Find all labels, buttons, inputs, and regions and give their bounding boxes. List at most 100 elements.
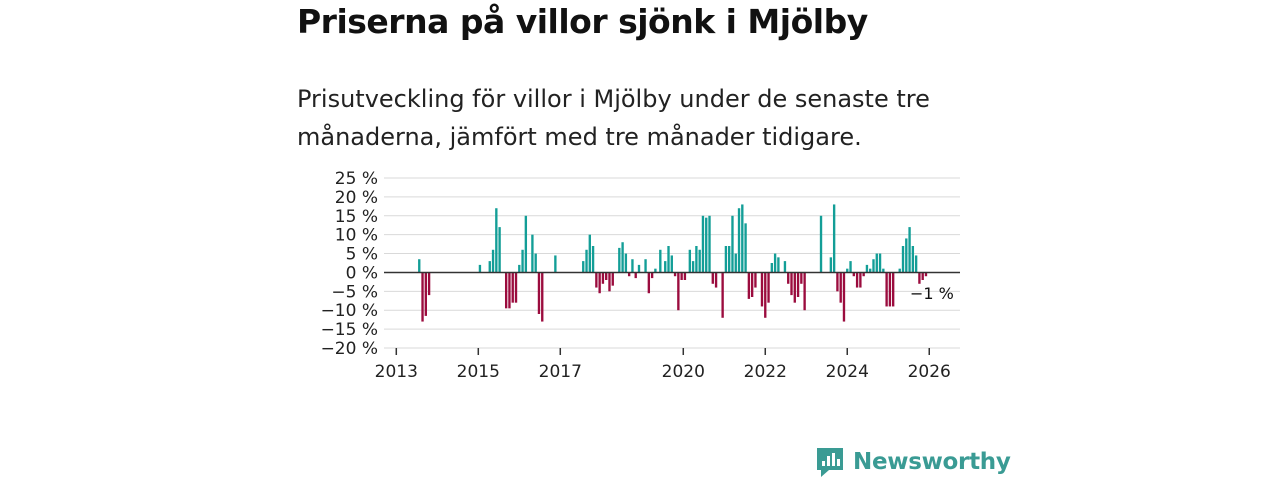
data-bar bbox=[521, 249, 524, 273]
x-tick-label: 2022 bbox=[744, 362, 787, 382]
data-bar bbox=[882, 268, 885, 273]
data-bar bbox=[654, 268, 657, 273]
data-bar bbox=[595, 272, 598, 288]
data-bar bbox=[554, 255, 557, 273]
data-bar bbox=[747, 272, 751, 299]
data-bar bbox=[418, 259, 421, 273]
data-bar bbox=[585, 249, 588, 273]
data-bar bbox=[624, 253, 628, 273]
data-bar bbox=[901, 246, 905, 273]
data-bar bbox=[744, 223, 747, 273]
data-bar bbox=[767, 272, 770, 303]
data-bar bbox=[650, 272, 654, 279]
data-bar bbox=[701, 215, 705, 273]
data-bar bbox=[865, 264, 869, 273]
data-bar bbox=[664, 261, 667, 273]
data-bar bbox=[796, 272, 800, 297]
x-tick-label: 2017 bbox=[539, 362, 582, 382]
data-bar bbox=[504, 272, 508, 309]
data-bar bbox=[773, 253, 777, 273]
data-bar bbox=[611, 272, 614, 286]
data-bar bbox=[698, 249, 701, 273]
data-bar bbox=[601, 272, 605, 284]
data-bar bbox=[770, 263, 774, 273]
data-bar bbox=[777, 257, 780, 273]
data-bar bbox=[508, 272, 511, 309]
data-bar bbox=[644, 259, 647, 273]
data-bar bbox=[852, 272, 855, 277]
data-bar bbox=[421, 272, 424, 322]
data-bar bbox=[667, 246, 670, 273]
data-bar bbox=[677, 272, 680, 311]
data-bar bbox=[582, 261, 585, 273]
data-bar bbox=[424, 272, 427, 316]
x-tick-label: 2026 bbox=[908, 362, 951, 382]
data-bar bbox=[673, 272, 677, 277]
data-bar bbox=[862, 272, 865, 277]
data-bar bbox=[787, 272, 790, 284]
data-bar bbox=[832, 204, 836, 273]
data-bar bbox=[518, 264, 521, 273]
data-bar bbox=[872, 259, 875, 273]
last-value-annotation: −1 % bbox=[910, 284, 954, 303]
data-bar bbox=[793, 272, 796, 303]
data-bar bbox=[498, 227, 501, 273]
axes: 25 %20 %15 %10 %5 %0 %−5 %−10 %−15 %−20 … bbox=[321, 169, 960, 382]
data-bar bbox=[711, 272, 714, 284]
y-tick-label: 10 % bbox=[335, 226, 378, 246]
x-tick-label: 2020 bbox=[662, 362, 705, 382]
data-bar bbox=[708, 215, 711, 273]
data-bar bbox=[680, 272, 683, 280]
data-bar bbox=[764, 272, 767, 318]
newsworthy-logo-text: Newsworthy bbox=[853, 449, 1011, 475]
y-tick-label: 20 % bbox=[335, 188, 378, 208]
data-bar bbox=[524, 215, 528, 273]
data-bar bbox=[819, 215, 823, 273]
data-bar bbox=[514, 272, 518, 303]
data-bar bbox=[918, 272, 921, 284]
y-tick-label: −20 % bbox=[321, 339, 378, 359]
x-tick-label: 2015 bbox=[457, 362, 500, 382]
data-bar bbox=[637, 264, 641, 273]
data-bar bbox=[741, 204, 744, 273]
y-tick-label: 25 % bbox=[335, 169, 378, 189]
data-bar bbox=[495, 208, 498, 273]
data-bar bbox=[541, 272, 544, 322]
data-bar bbox=[491, 249, 495, 273]
data-bar bbox=[783, 261, 787, 273]
data-bar bbox=[878, 253, 882, 273]
data-bar bbox=[721, 272, 724, 318]
data-bar bbox=[869, 268, 872, 273]
x-tick-label: 2024 bbox=[826, 362, 869, 382]
newsworthy-logo: Newsworthy bbox=[815, 446, 1011, 478]
chart-title: Priserna på villor sjönk i Mjölby bbox=[297, 2, 868, 41]
data-bar bbox=[714, 272, 718, 288]
data-bar bbox=[803, 272, 806, 311]
gridlines bbox=[384, 177, 960, 349]
data-bar bbox=[800, 272, 803, 284]
data-bar bbox=[911, 246, 915, 273]
data-bar bbox=[908, 227, 911, 273]
data-bar bbox=[829, 257, 833, 273]
data-bar bbox=[488, 261, 491, 273]
data-bar bbox=[531, 234, 534, 273]
data-bar bbox=[891, 272, 895, 307]
data-bar bbox=[659, 249, 662, 273]
data-bar bbox=[631, 259, 634, 273]
data-bar bbox=[670, 255, 673, 273]
chart-subtitle: Prisutveckling för villor i Mjölby under… bbox=[297, 85, 930, 151]
data-bar bbox=[885, 272, 888, 307]
data-bar bbox=[634, 272, 637, 279]
data-bar bbox=[647, 272, 651, 294]
data-bar bbox=[790, 272, 793, 296]
newsworthy-logo-icon bbox=[817, 448, 843, 477]
data-bar bbox=[905, 238, 908, 273]
data-bar bbox=[849, 261, 852, 273]
y-tick-label: −15 % bbox=[321, 320, 378, 340]
y-tick-label: 0 % bbox=[346, 263, 378, 283]
data-bar bbox=[734, 253, 737, 273]
y-tick-label: 5 % bbox=[346, 245, 378, 265]
y-tick-label: 15 % bbox=[335, 207, 378, 227]
data-bar bbox=[875, 253, 878, 273]
